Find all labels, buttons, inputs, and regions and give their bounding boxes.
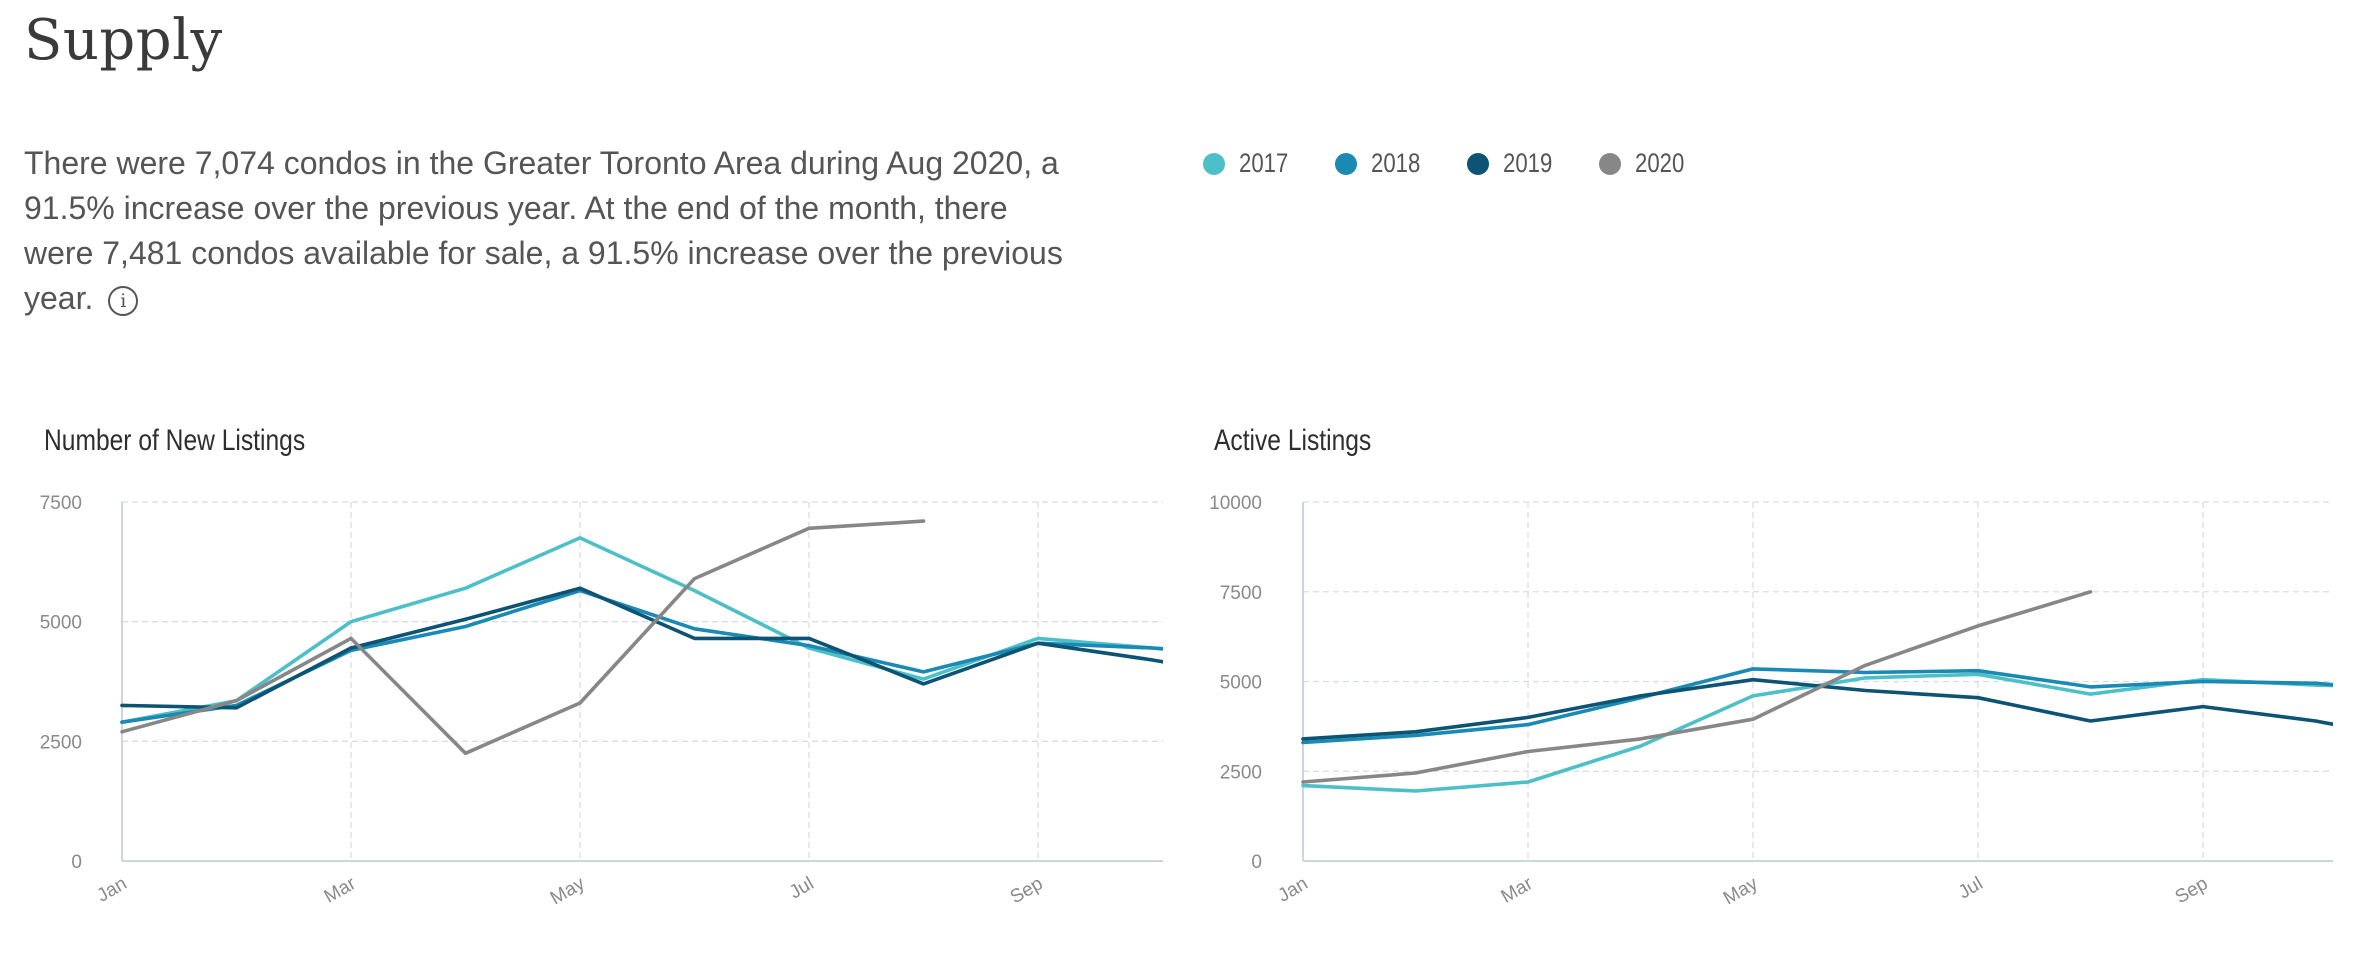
- info-icon[interactable]: i: [108, 285, 139, 316]
- y-tick-label: 7500: [1220, 583, 1262, 604]
- active-listings-chart-title: Active Listings: [1214, 424, 1372, 457]
- section-title: Supply: [24, 8, 223, 73]
- legend-dot-2020: [1599, 152, 1621, 175]
- x-tick-label: Jan: [1274, 873, 1311, 907]
- y-tick-label: 0: [1251, 852, 1262, 873]
- legend-item-2020[interactable]: 2020: [1599, 148, 1693, 179]
- legend: 2017 2018 2019 2020: [1203, 148, 1731, 179]
- series-line-2020[interactable]: [1301, 589, 2093, 784]
- series-line-2019[interactable]: [1301, 677, 2355, 741]
- legend-label-2018: 2018: [1371, 148, 1421, 178]
- x-tick-label: May: [1720, 873, 1762, 909]
- legend-dot-2019: [1467, 152, 1489, 175]
- summary-text: There were 7,074 condos in the Greater T…: [24, 145, 1063, 316]
- new-listings-chart-title: Number of New Listings: [44, 424, 306, 457]
- legend-item-2017[interactable]: 2017: [1203, 148, 1297, 179]
- legend-label-2020: 2020: [1635, 148, 1685, 178]
- series-line-2020[interactable]: [120, 519, 926, 756]
- y-tick-label: 5000: [40, 613, 82, 634]
- summary-text-block: There were 7,074 condos in the Greater T…: [24, 141, 1064, 321]
- y-tick-label: 0: [71, 852, 82, 873]
- x-tick-label: Mar: [1498, 873, 1537, 908]
- legend-dot-2018: [1335, 152, 1357, 175]
- y-tick-label: 2500: [1220, 762, 1262, 783]
- x-tick-label: Sep: [2172, 873, 2212, 908]
- x-tick-label: Jul: [1955, 873, 1987, 903]
- series-line-2018[interactable]: [1301, 667, 2355, 745]
- legend-item-2019[interactable]: 2019: [1467, 148, 1561, 179]
- legend-label-2017: 2017: [1239, 148, 1289, 178]
- series-line-2017[interactable]: [120, 536, 1221, 725]
- y-tick-label: 2500: [40, 732, 82, 753]
- y-tick-label: 7500: [40, 493, 82, 514]
- legend-label-2019: 2019: [1503, 148, 1553, 178]
- y-tick-label: 10000: [1209, 493, 1262, 514]
- y-tick-label: 5000: [1220, 673, 1262, 694]
- legend-item-2018[interactable]: 2018: [1335, 148, 1429, 179]
- legend-dot-2017: [1203, 152, 1225, 175]
- series-line-2019[interactable]: [120, 586, 1221, 710]
